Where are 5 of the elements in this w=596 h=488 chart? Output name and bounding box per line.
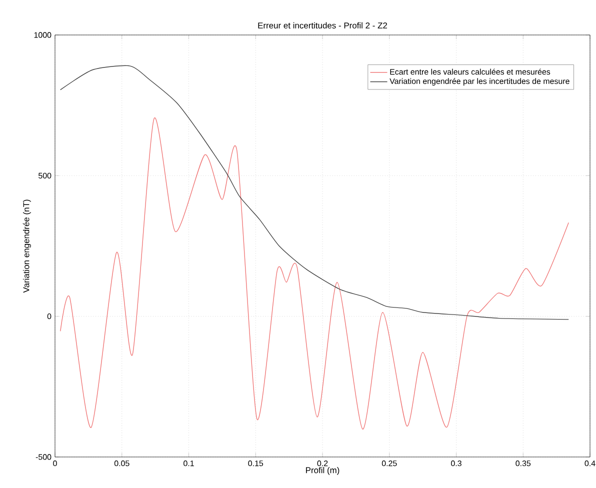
- line-series: [60, 118, 569, 430]
- x-axis-title: Profil (m): [306, 466, 340, 475]
- chart-title: Erreur et incertitudes - Profil 2 - Z2: [258, 22, 388, 28]
- y-axis-title: Variation engendrée (nT): [22, 200, 31, 293]
- line-series: [60, 65, 569, 320]
